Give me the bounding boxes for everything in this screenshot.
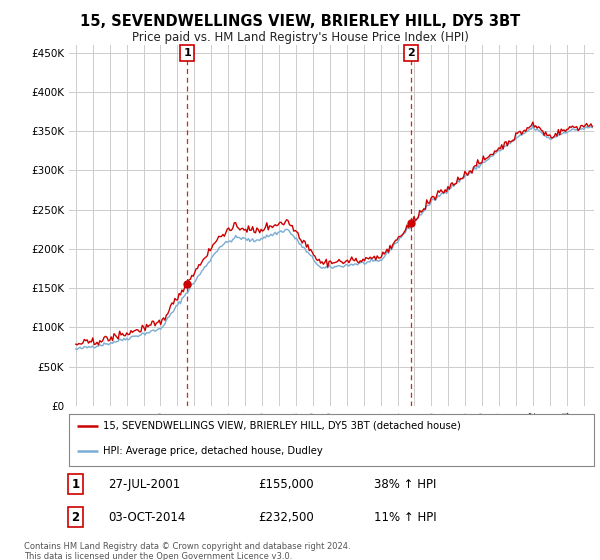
Text: £232,500: £232,500 (258, 511, 314, 524)
Text: 15, SEVENDWELLINGS VIEW, BRIERLEY HILL, DY5 3BT (detached house): 15, SEVENDWELLINGS VIEW, BRIERLEY HILL, … (103, 421, 461, 431)
Text: HPI: Average price, detached house, Dudley: HPI: Average price, detached house, Dudl… (103, 446, 323, 456)
Text: 38% ↑ HPI: 38% ↑ HPI (373, 478, 436, 491)
Text: £155,000: £155,000 (258, 478, 314, 491)
Text: 2: 2 (407, 48, 415, 58)
Text: 27-JUL-2001: 27-JUL-2001 (109, 478, 181, 491)
Text: 1: 1 (71, 478, 79, 491)
Text: Price paid vs. HM Land Registry's House Price Index (HPI): Price paid vs. HM Land Registry's House … (131, 31, 469, 44)
Text: 11% ↑ HPI: 11% ↑ HPI (373, 511, 436, 524)
Text: 15, SEVENDWELLINGS VIEW, BRIERLEY HILL, DY5 3BT: 15, SEVENDWELLINGS VIEW, BRIERLEY HILL, … (80, 14, 520, 29)
Text: 03-OCT-2014: 03-OCT-2014 (109, 511, 186, 524)
Text: Contains HM Land Registry data © Crown copyright and database right 2024.
This d: Contains HM Land Registry data © Crown c… (24, 542, 350, 560)
Text: 2: 2 (71, 511, 79, 524)
Text: 1: 1 (184, 48, 191, 58)
